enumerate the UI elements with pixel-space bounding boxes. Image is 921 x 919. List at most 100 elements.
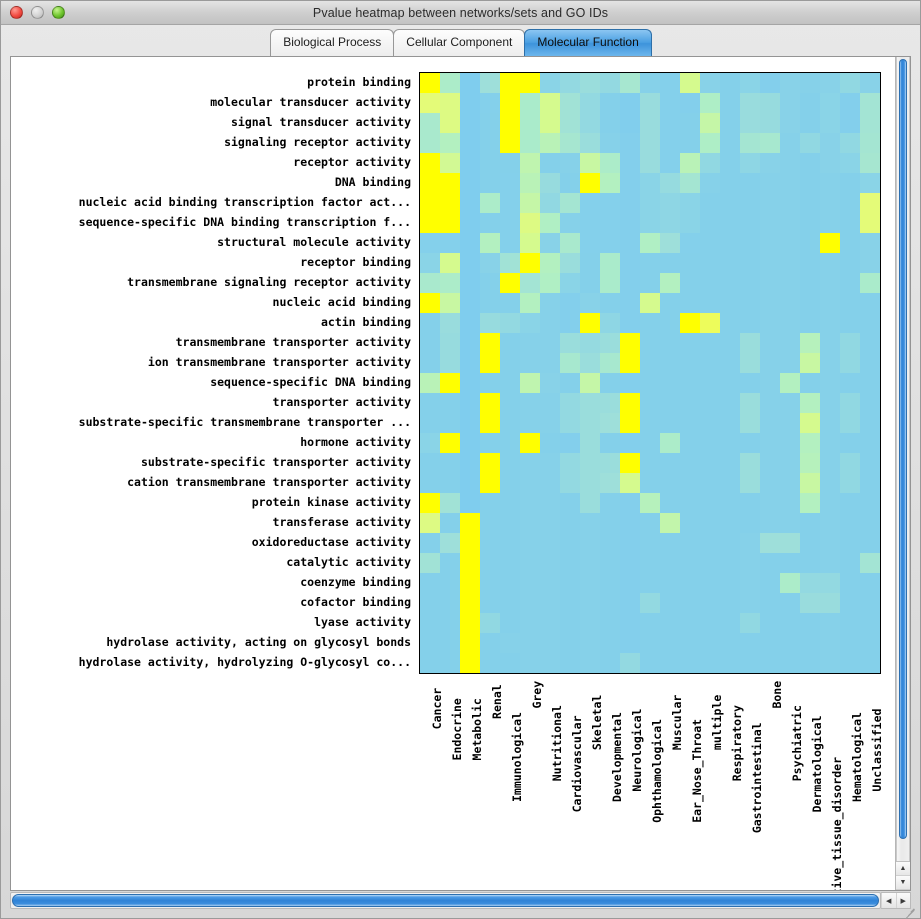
heatmap-cell[interactable]: [580, 93, 600, 113]
heatmap-cell[interactable]: [440, 513, 460, 533]
heatmap-cell[interactable]: [480, 453, 500, 473]
horizontal-scroll-thumb[interactable]: [12, 894, 879, 907]
heatmap-cell[interactable]: [860, 653, 880, 673]
heatmap-cell[interactable]: [500, 473, 520, 493]
heatmap-cell[interactable]: [580, 73, 600, 93]
heatmap-cell[interactable]: [840, 453, 860, 473]
heatmap-cell[interactable]: [520, 553, 540, 573]
heatmap-cell[interactable]: [860, 273, 880, 293]
heatmap-cell[interactable]: [800, 113, 820, 133]
heatmap-cell[interactable]: [620, 93, 640, 113]
heatmap-cell[interactable]: [760, 493, 780, 513]
heatmap-cell[interactable]: [740, 193, 760, 213]
heatmap-cell[interactable]: [420, 333, 440, 353]
heatmap-cell[interactable]: [820, 633, 840, 653]
heatmap-cell[interactable]: [700, 633, 720, 653]
heatmap-cell[interactable]: [600, 473, 620, 493]
heatmap-cell[interactable]: [680, 393, 700, 413]
heatmap-cell[interactable]: [760, 213, 780, 233]
heatmap-cell[interactable]: [540, 73, 560, 93]
heatmap-cell[interactable]: [540, 293, 560, 313]
heatmap-cell[interactable]: [840, 513, 860, 533]
heatmap-cell[interactable]: [500, 73, 520, 93]
heatmap-cell[interactable]: [740, 153, 760, 173]
heatmap-cell[interactable]: [540, 513, 560, 533]
heatmap-cell[interactable]: [520, 193, 540, 213]
heatmap-cell[interactable]: [760, 473, 780, 493]
heatmap-cell[interactable]: [660, 433, 680, 453]
heatmap-cell[interactable]: [660, 393, 680, 413]
heatmap-cell[interactable]: [760, 233, 780, 253]
heatmap-cell[interactable]: [800, 653, 820, 673]
heatmap-cell[interactable]: [760, 393, 780, 413]
heatmap-cell[interactable]: [740, 173, 760, 193]
heatmap-cell[interactable]: [440, 473, 460, 493]
heatmap-cell[interactable]: [420, 253, 440, 273]
heatmap-cell[interactable]: [780, 553, 800, 573]
heatmap-cell[interactable]: [520, 333, 540, 353]
heatmap-cell[interactable]: [540, 93, 560, 113]
heatmap-cell[interactable]: [560, 573, 580, 593]
heatmap-cell[interactable]: [740, 593, 760, 613]
heatmap-cell[interactable]: [480, 253, 500, 273]
heatmap-cell[interactable]: [420, 113, 440, 133]
heatmap-cell[interactable]: [740, 93, 760, 113]
heatmap-cell[interactable]: [820, 553, 840, 573]
heatmap-cell[interactable]: [800, 93, 820, 113]
heatmap-cell[interactable]: [860, 293, 880, 313]
heatmap-cell[interactable]: [740, 653, 760, 673]
heatmap-cell[interactable]: [560, 633, 580, 653]
heatmap-cell[interactable]: [700, 113, 720, 133]
heatmap-cell[interactable]: [860, 553, 880, 573]
heatmap-cell[interactable]: [640, 393, 660, 413]
tab-cellular-component[interactable]: Cellular Component: [393, 29, 526, 56]
heatmap-cell[interactable]: [800, 213, 820, 233]
heatmap-cell[interactable]: [500, 373, 520, 393]
heatmap-cell[interactable]: [440, 233, 460, 253]
heatmap-cell[interactable]: [500, 213, 520, 233]
heatmap-cell[interactable]: [440, 93, 460, 113]
heatmap-cell[interactable]: [460, 493, 480, 513]
heatmap-cell[interactable]: [460, 253, 480, 273]
heatmap-cell[interactable]: [740, 513, 760, 533]
heatmap-cell[interactable]: [760, 373, 780, 393]
heatmap-cell[interactable]: [460, 313, 480, 333]
heatmap-cell[interactable]: [860, 333, 880, 353]
heatmap-cell[interactable]: [580, 413, 600, 433]
heatmap-cell[interactable]: [620, 133, 640, 153]
heatmap-cell[interactable]: [500, 393, 520, 413]
heatmap-cell[interactable]: [620, 373, 640, 393]
heatmap-cell[interactable]: [620, 593, 640, 613]
heatmap-cell[interactable]: [540, 273, 560, 293]
heatmap-cell[interactable]: [460, 453, 480, 473]
heatmap-cell[interactable]: [860, 173, 880, 193]
heatmap-grid[interactable]: [419, 72, 881, 674]
heatmap-cell[interactable]: [600, 293, 620, 313]
heatmap-cell[interactable]: [540, 433, 560, 453]
heatmap-cell[interactable]: [600, 313, 620, 333]
heatmap-cell[interactable]: [780, 313, 800, 333]
heatmap-cell[interactable]: [540, 313, 560, 333]
heatmap-cell[interactable]: [480, 293, 500, 313]
heatmap-cell[interactable]: [840, 533, 860, 553]
heatmap-cell[interactable]: [500, 313, 520, 333]
heatmap-cell[interactable]: [460, 193, 480, 213]
heatmap-cell[interactable]: [460, 533, 480, 553]
heatmap-cell[interactable]: [860, 573, 880, 593]
heatmap-cell[interactable]: [700, 473, 720, 493]
heatmap-cell[interactable]: [820, 233, 840, 253]
heatmap-cell[interactable]: [620, 493, 640, 513]
heatmap-cell[interactable]: [800, 193, 820, 213]
heatmap-cell[interactable]: [660, 633, 680, 653]
heatmap-cell[interactable]: [760, 633, 780, 653]
heatmap-cell[interactable]: [720, 153, 740, 173]
heatmap-cell[interactable]: [800, 133, 820, 153]
vertical-scroll-thumb[interactable]: [899, 59, 907, 839]
heatmap-cell[interactable]: [580, 493, 600, 513]
heatmap-cell[interactable]: [660, 113, 680, 133]
heatmap-cell[interactable]: [500, 233, 520, 253]
heatmap-cell[interactable]: [420, 293, 440, 313]
heatmap-cell[interactable]: [480, 113, 500, 133]
heatmap-cell[interactable]: [640, 253, 660, 273]
heatmap-cell[interactable]: [460, 173, 480, 193]
